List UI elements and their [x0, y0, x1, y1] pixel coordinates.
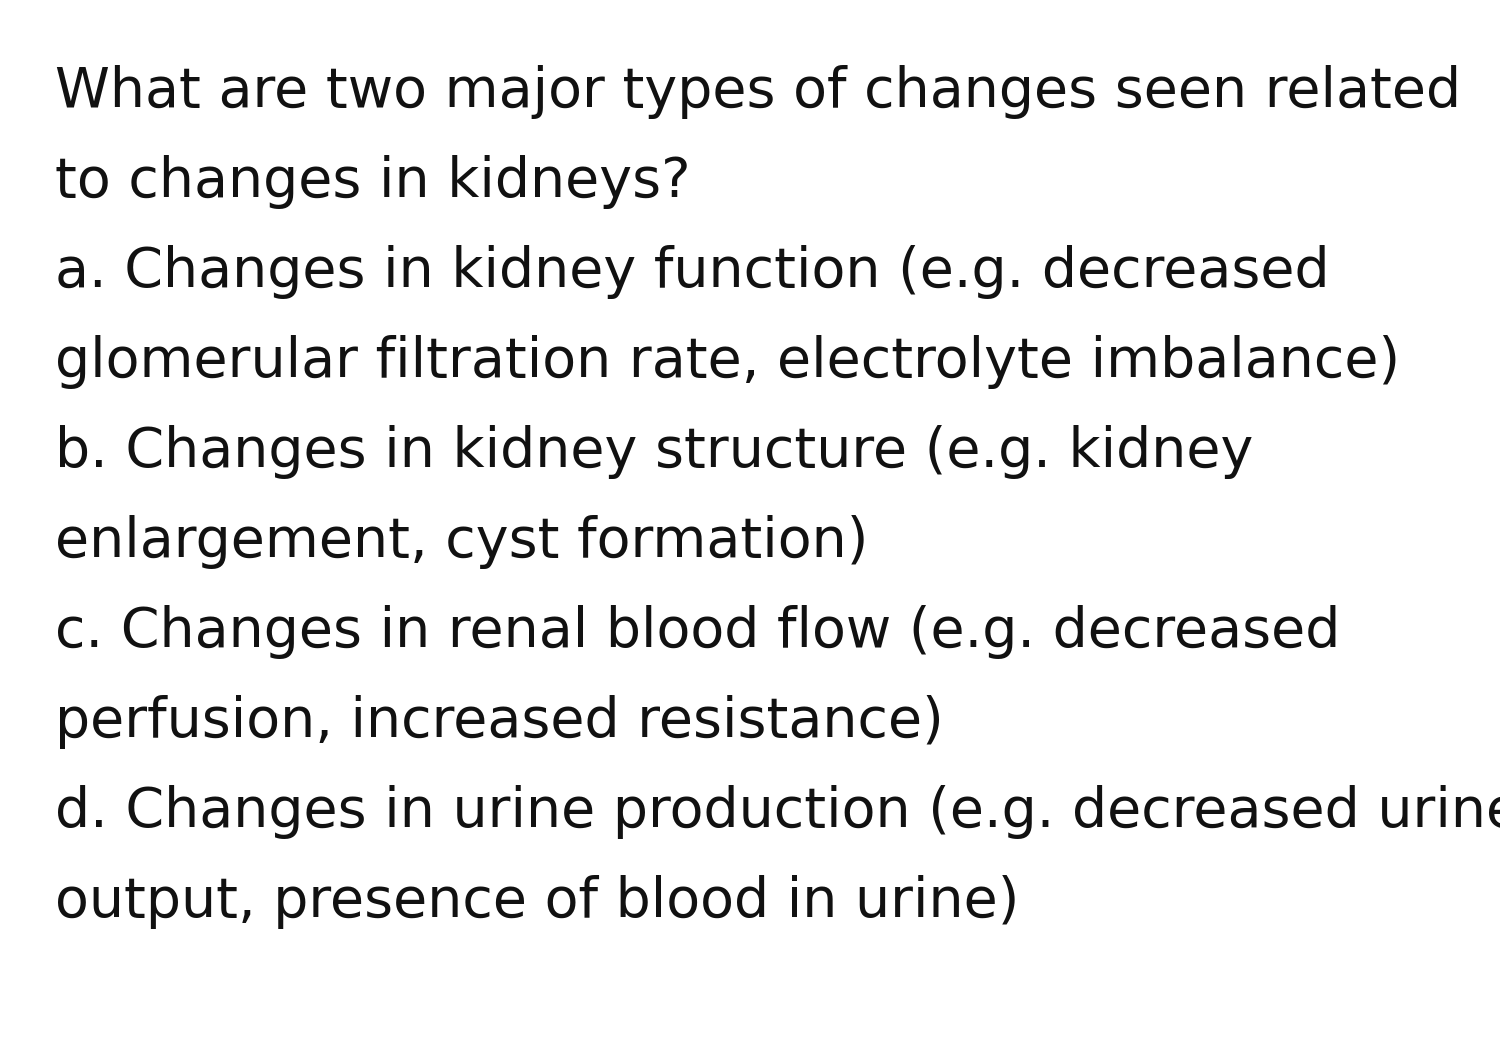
Text: d. Changes in urine production (e.g. decreased urine: d. Changes in urine production (e.g. dec…	[56, 785, 1500, 839]
Text: to changes in kidneys?: to changes in kidneys?	[56, 155, 690, 209]
Text: a. Changes in kidney function (e.g. decreased: a. Changes in kidney function (e.g. decr…	[56, 245, 1329, 300]
Text: What are two major types of changes seen related: What are two major types of changes seen…	[56, 64, 1461, 119]
Text: enlargement, cyst formation): enlargement, cyst formation)	[56, 515, 868, 569]
Text: output, presence of blood in urine): output, presence of blood in urine)	[56, 875, 1020, 929]
Text: glomerular filtration rate, electrolyte imbalance): glomerular filtration rate, electrolyte …	[56, 335, 1400, 389]
Text: b. Changes in kidney structure (e.g. kidney: b. Changes in kidney structure (e.g. kid…	[56, 425, 1254, 479]
Text: c. Changes in renal blood flow (e.g. decreased: c. Changes in renal blood flow (e.g. dec…	[56, 605, 1341, 659]
Text: perfusion, increased resistance): perfusion, increased resistance)	[56, 695, 944, 749]
